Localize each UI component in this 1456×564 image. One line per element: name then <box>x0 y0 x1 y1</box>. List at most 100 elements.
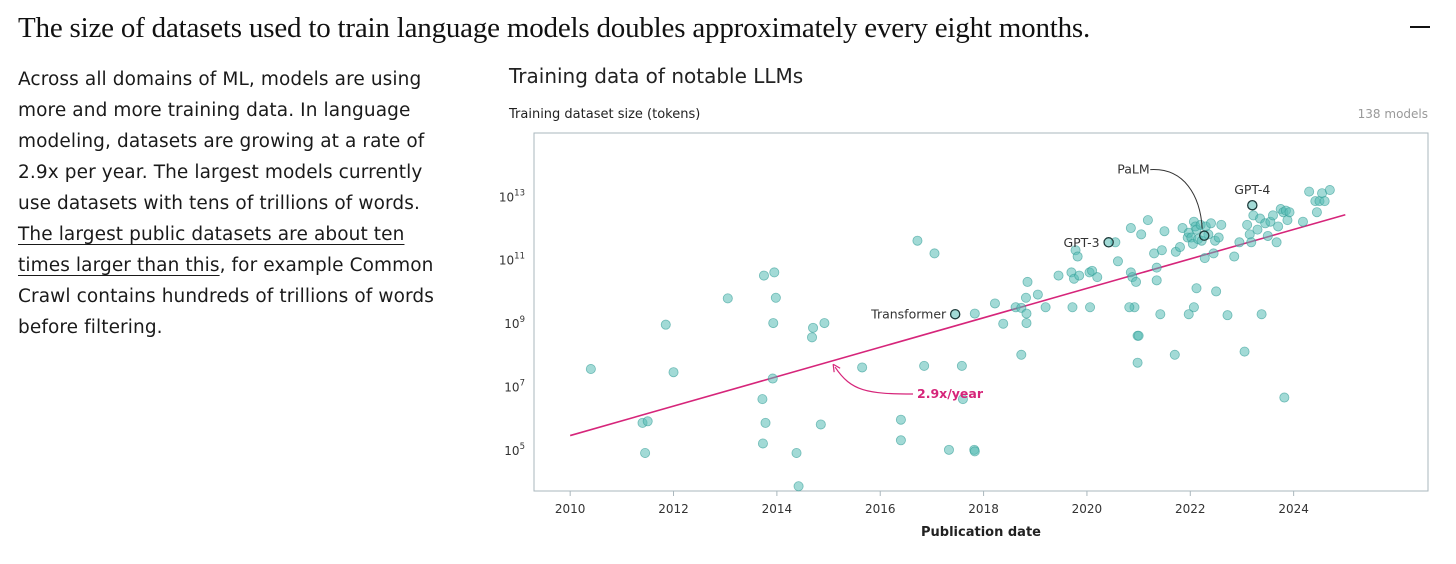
data-point <box>1319 196 1330 207</box>
y-tick-label: 1011 <box>499 252 525 268</box>
y-axis-label: Training dataset size (tokens) <box>508 107 700 122</box>
data-point <box>895 414 906 425</box>
data-point <box>1125 223 1136 234</box>
page-title: The size of datasets used to train langu… <box>18 12 1091 44</box>
data-point <box>585 364 596 375</box>
data-point <box>768 318 779 329</box>
data-point <box>1284 207 1295 218</box>
data-point <box>857 362 868 373</box>
data-point <box>1020 292 1031 303</box>
data-point <box>791 447 802 458</box>
data-point <box>1072 251 1083 262</box>
palm-leader-line <box>1150 169 1203 229</box>
public-datasets-link[interactable]: The largest public datasets are about te… <box>18 224 405 276</box>
data-point <box>1032 289 1043 300</box>
gpt4-label: GPT-4 <box>1234 182 1270 197</box>
data-point <box>1053 270 1064 281</box>
data-point <box>807 332 818 343</box>
data-point <box>1262 230 1273 241</box>
paragraph-text: Across all domains of ML, models are usi… <box>18 69 425 214</box>
data-point <box>969 446 980 457</box>
gpt3-label: GPT-3 <box>1063 235 1099 250</box>
data-point <box>1239 346 1250 357</box>
description-paragraph: Across all domains of ML, models are usi… <box>18 64 458 343</box>
data-point <box>895 435 906 446</box>
data-point <box>1252 224 1263 235</box>
data-point <box>1234 237 1245 248</box>
data-point <box>1304 186 1315 197</box>
data-point <box>642 416 653 427</box>
data-point <box>757 394 768 405</box>
data-point <box>1297 216 1308 227</box>
trend-label: 2.9x/year <box>917 386 984 401</box>
data-point <box>989 298 1000 309</box>
collapse-button[interactable] <box>1408 12 1432 40</box>
data-point <box>770 292 781 303</box>
data-point <box>815 419 826 430</box>
data-point <box>969 308 980 319</box>
data-point <box>1267 210 1278 221</box>
data-point <box>1205 218 1216 229</box>
data-point <box>943 444 954 455</box>
data-point <box>808 322 819 333</box>
data-point <box>1311 207 1322 218</box>
data-point <box>757 438 768 449</box>
data-point <box>1169 349 1180 360</box>
data-point <box>998 318 1009 329</box>
data-point <box>640 447 651 458</box>
plot-frame <box>533 132 1429 492</box>
data-point <box>1222 310 1233 321</box>
data-point <box>1142 215 1153 226</box>
model-count: 138 models <box>1358 107 1428 121</box>
data-point <box>1256 309 1267 320</box>
data-point <box>1208 248 1219 259</box>
palm-label: PaLM <box>1117 162 1149 177</box>
data-point <box>722 293 733 304</box>
data-point <box>1279 392 1290 403</box>
data-point <box>1199 253 1210 264</box>
data-point <box>956 360 967 371</box>
chart-title: Training data of notable LLMs <box>508 64 803 88</box>
y-tick-label: 109 <box>504 315 525 331</box>
x-tick-label: 2014 <box>762 502 793 516</box>
x-tick-label: 2016 <box>865 502 896 516</box>
data-point <box>1124 302 1135 313</box>
data-point <box>758 270 769 281</box>
data-point <box>1191 283 1202 294</box>
data-point <box>660 319 671 330</box>
data-point <box>1155 309 1166 320</box>
scatter-chart: Training data of notable LLMs Training d… <box>499 64 1429 540</box>
data-point <box>1112 256 1123 267</box>
data-point <box>1074 270 1085 281</box>
data-point <box>1273 221 1284 232</box>
data-point <box>1021 318 1032 329</box>
data-point <box>769 267 780 278</box>
y-tick-label: 105 <box>504 442 525 458</box>
data-point <box>1211 286 1222 297</box>
trend-arrow <box>834 366 914 395</box>
data-point <box>1229 251 1240 262</box>
trend-arrow-head <box>832 363 841 373</box>
x-axis-label: Publication date <box>921 525 1041 540</box>
data-point <box>1136 229 1147 240</box>
data-point <box>1021 308 1032 319</box>
highlighted-point <box>1103 237 1114 248</box>
y-tick-label: 107 <box>504 378 525 394</box>
data-point <box>1174 242 1185 253</box>
chart-container: Training data of notable LLMs Training d… <box>499 58 1440 558</box>
x-tick-label: 2024 <box>1278 502 1309 516</box>
data-point <box>1159 226 1170 237</box>
data-point <box>1183 309 1194 320</box>
highlighted-point <box>949 308 961 320</box>
data-point <box>767 373 778 384</box>
paragraph-text-end: , for example Common Crawl contains hund… <box>18 255 434 338</box>
data-point <box>1040 302 1051 313</box>
data-point <box>760 417 771 428</box>
data-point <box>1151 262 1162 273</box>
data-point <box>1133 330 1144 341</box>
y-tick-label: 1013 <box>499 188 525 204</box>
data-point <box>819 318 830 329</box>
x-tick-label: 2010 <box>555 502 586 516</box>
data-point <box>1246 237 1257 248</box>
data-point <box>1216 219 1227 230</box>
